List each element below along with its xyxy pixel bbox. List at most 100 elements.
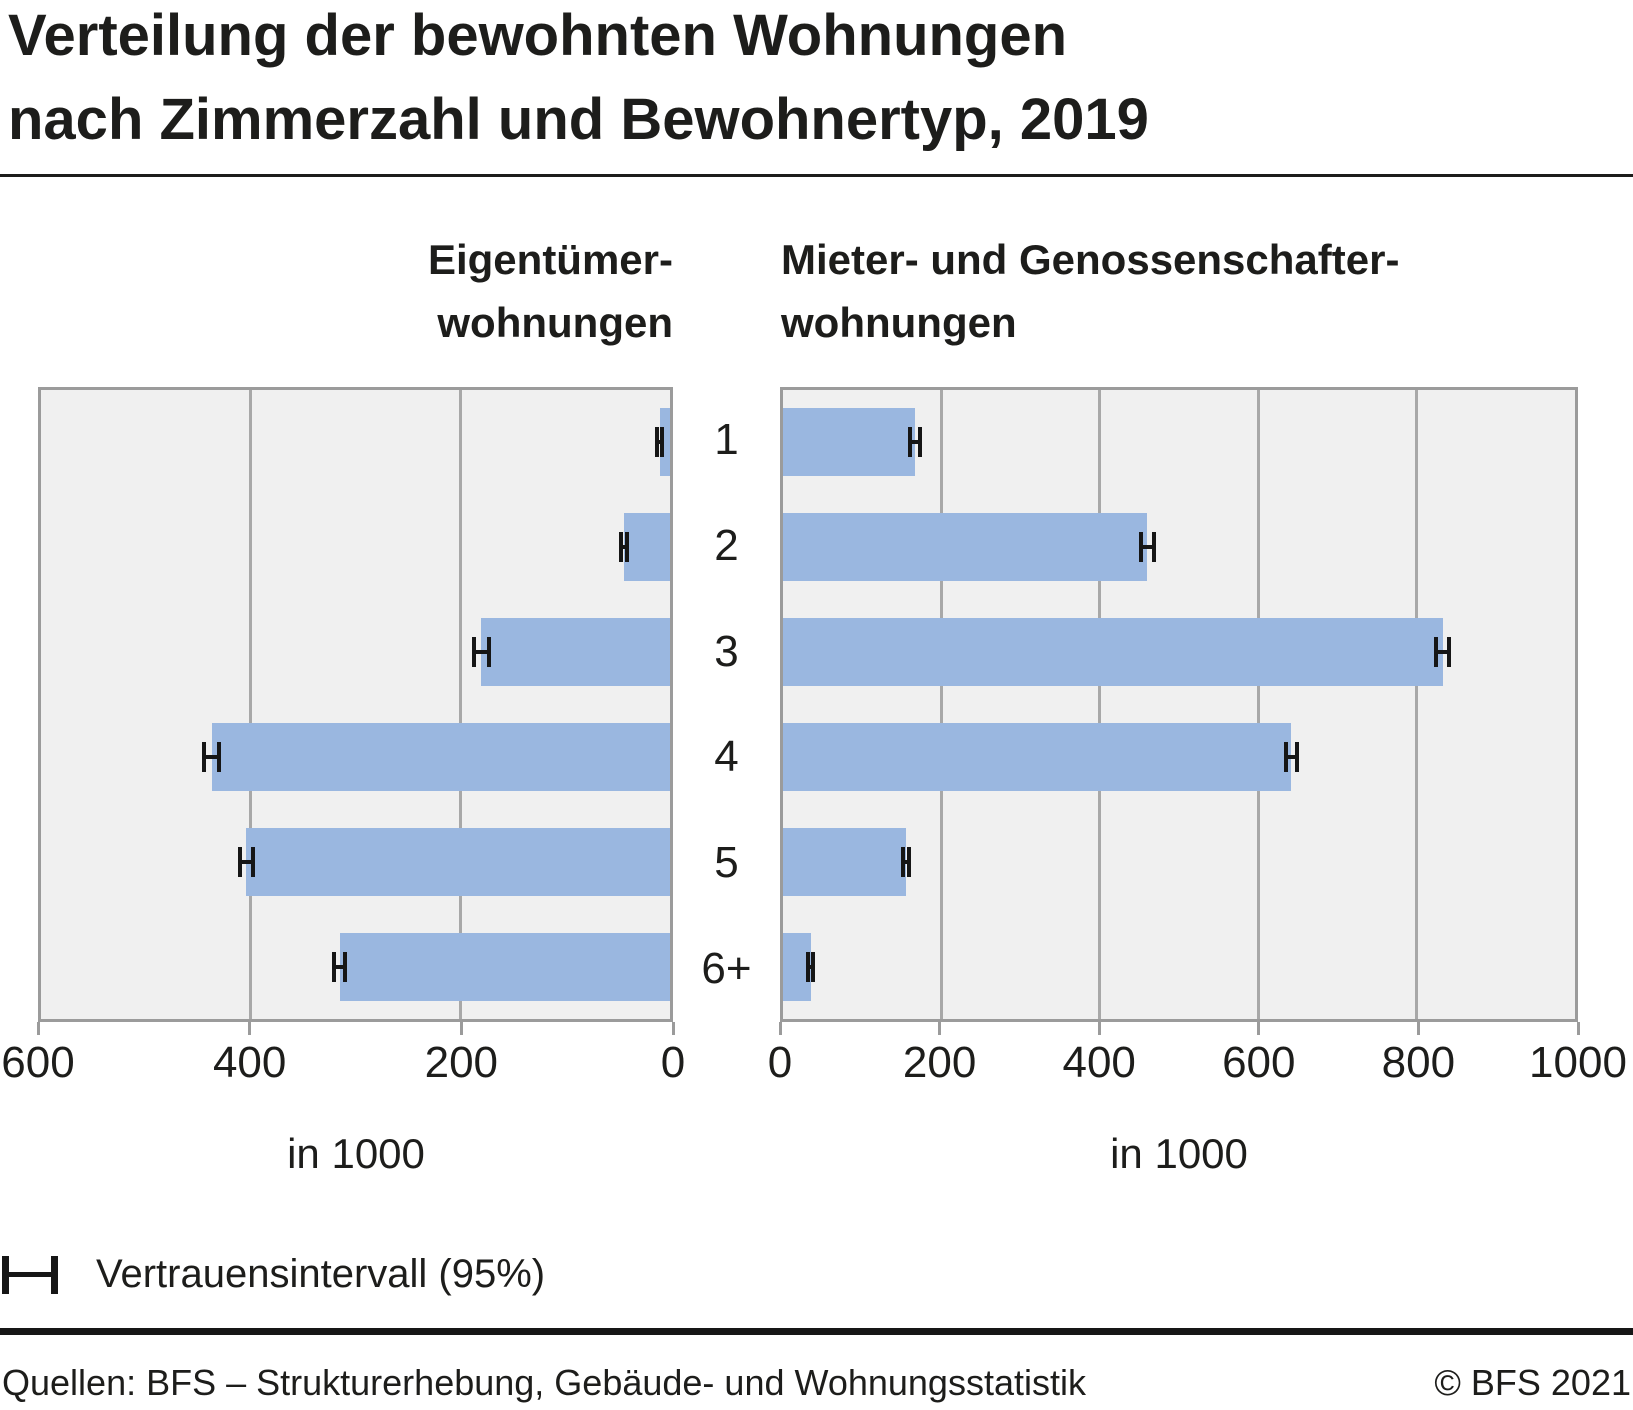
ci-cap-right: [660, 427, 665, 458]
renter-x-axis: 0 200 400 600 800 1000: [768, 1022, 1627, 1117]
gridline-200: [458, 390, 462, 1019]
ci-line: [1288, 754, 1295, 759]
owner-axis-unit-label: in 1000: [287, 1130, 425, 1177]
renter-ci-5: [901, 846, 911, 877]
category-axis-labels: 1 2 3 4 5 6+: [673, 387, 780, 1022]
owner-bar-3: [481, 618, 670, 687]
owner-ci-3: [471, 637, 491, 668]
renter-bar-2: [783, 513, 1148, 582]
error-bar-icon: [2, 1255, 58, 1294]
ci-cap-left: [1434, 637, 1439, 668]
gridline-600: [1256, 390, 1260, 1019]
legend-label: Vertrauensintervall (95%): [96, 1252, 546, 1296]
tick-label-0: 0: [660, 1038, 686, 1087]
ci-cap-right: [906, 846, 911, 877]
ci-cap-right: [1447, 637, 1452, 668]
ci-line: [336, 964, 344, 969]
renter-ci-4: [1284, 741, 1299, 772]
ci-line: [1438, 650, 1448, 655]
renter-panel-header-line1: Mieter- und Genossenschafter-: [781, 236, 1400, 283]
gridline-400: [249, 390, 253, 1019]
tick-label-1000: 1000: [1529, 1038, 1627, 1087]
renter-axis-unit-label: in 1000: [1110, 1130, 1248, 1177]
ci-line: [905, 859, 907, 864]
category-label-3: 3: [714, 626, 739, 676]
chart-title: Verteilung der bewohnten Wohnungen nach Z…: [8, 0, 1149, 162]
bottom-divider: [0, 1328, 1633, 1335]
renter-ci-1: [908, 427, 923, 458]
renter-ci-3: [1434, 637, 1452, 668]
renter-bar-4: [783, 722, 1292, 791]
footer: Quellen: BFS – Strukturerhebung, Gebäude…: [2, 1362, 1631, 1404]
ci-cap-left: [1138, 532, 1143, 563]
ci-line: [242, 859, 251, 864]
owner-ci-1: [655, 427, 665, 458]
legend: Vertrauensintervall (95%): [2, 1252, 545, 1297]
renter-panel-header-line2: wohnungen: [781, 299, 1017, 346]
owner-bar-6+: [339, 932, 670, 1001]
ci-cap-left: [618, 532, 623, 563]
tick-mark-400: [1097, 1022, 1101, 1035]
chart-title-line2: nach Zimmerzahl und Bewohnertyp, 2019: [8, 87, 1149, 153]
renter-bar-5: [783, 827, 906, 896]
owner-panel-header-line1: Eigentümer-: [427, 236, 673, 283]
ci-line: [659, 440, 661, 445]
ci-line: [206, 754, 218, 759]
ci-cap-right: [343, 951, 348, 982]
ci-cap-left: [332, 951, 337, 982]
ci-line: [622, 545, 626, 550]
category-label-6+: 6+: [701, 944, 752, 994]
ci-cap-left: [901, 846, 905, 877]
gridline-400: [1098, 390, 1102, 1019]
owner-ci-4: [202, 741, 222, 772]
tick-label-200: 200: [902, 1038, 977, 1087]
renter-ci-6+: [806, 951, 816, 982]
ci-cap-right: [811, 951, 816, 982]
ci-cap-left: [238, 846, 243, 877]
tick-label-0: 0: [767, 1038, 793, 1087]
tick-label-200: 200: [424, 1038, 499, 1087]
ci-cap-right: [1152, 532, 1157, 563]
ci-cap-left: [1284, 741, 1289, 772]
tick-label-600: 600: [1222, 1038, 1296, 1087]
owner-ci-2: [618, 532, 630, 563]
ci-line: [810, 964, 812, 969]
ci-cap-left: [655, 427, 660, 458]
owner-panel-header-line2: wohnungen: [437, 299, 673, 346]
source-text: Quellen: BFS – Strukturerhebung, Gebäude…: [2, 1362, 1086, 1403]
renter-panel-header: Mieter- und Genossenschafter- wohnungen: [781, 228, 1399, 354]
ci-cap-right: [250, 846, 255, 877]
owner-ci-5: [238, 846, 255, 877]
renter-bar-6+: [783, 932, 811, 1001]
tick-mark-0: [778, 1022, 782, 1035]
chart-title-line1: Verteilung der bewohnten Wohnungen: [8, 3, 1068, 68]
ci-cap-left: [202, 741, 207, 772]
category-label-4: 4: [714, 732, 739, 782]
tick-mark-1000: [1576, 1022, 1580, 1035]
owner-bar-4: [211, 722, 670, 791]
tick-label-600: 600: [1, 1038, 75, 1087]
ci-cap-left: [471, 637, 476, 668]
tick-label-800: 800: [1381, 1038, 1456, 1087]
owner-bar-5: [246, 827, 670, 896]
renter-bar-1: [783, 408, 916, 477]
owner-bar-2: [623, 513, 670, 582]
renter-ci-2: [1138, 532, 1157, 563]
ci-line: [912, 440, 919, 445]
ci-cap-right: [918, 427, 923, 458]
owner-plot-area: [38, 387, 673, 1022]
gridline-200: [939, 390, 943, 1019]
ci-cap-right: [217, 741, 222, 772]
category-label-2: 2: [714, 520, 739, 570]
gridline-800: [1415, 390, 1419, 1019]
ci-line: [1142, 545, 1153, 550]
ci-cap-right: [625, 532, 630, 563]
category-label-1: 1: [714, 414, 739, 464]
tick-mark-0: [671, 1022, 675, 1035]
ci-line: [475, 650, 487, 655]
ci-cap-right: [1294, 741, 1299, 772]
tick-mark-600: [36, 1022, 40, 1035]
tick-mark-400: [248, 1022, 252, 1035]
ci-cap-left: [908, 427, 913, 458]
